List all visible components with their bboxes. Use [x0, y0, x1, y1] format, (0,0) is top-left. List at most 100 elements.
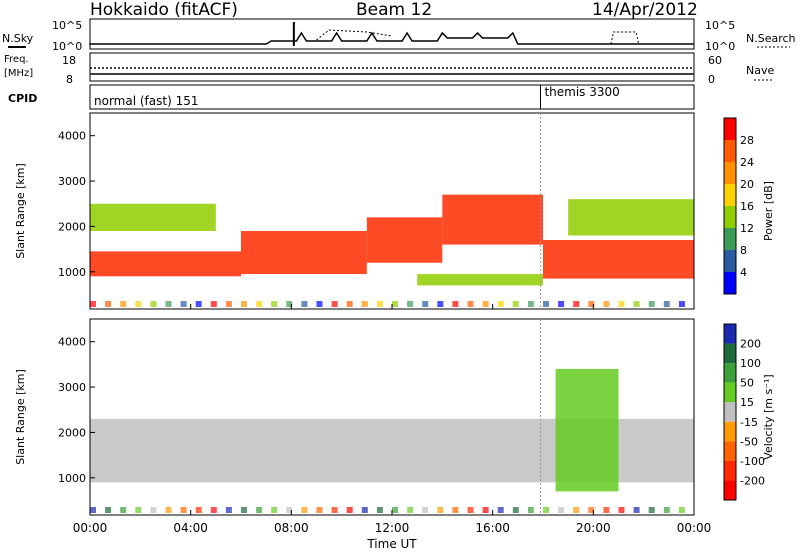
power-colorbar-swatch	[724, 184, 736, 206]
power-speckle	[407, 301, 414, 307]
velocity-speckle	[105, 507, 112, 513]
nsky-label: N.Sky	[2, 32, 34, 45]
xlabel: Time UT	[366, 537, 417, 551]
velocity-speckle	[512, 507, 519, 513]
xtick-label: 04:00	[173, 521, 208, 535]
velocity-speckle	[422, 507, 429, 513]
power-speckle	[527, 301, 534, 307]
xtick-label: 16:00	[475, 521, 510, 535]
power-speckle	[210, 301, 217, 307]
velocity-speckle	[180, 507, 187, 513]
velocity-speckle	[467, 507, 474, 513]
velocity-speckle	[407, 507, 414, 513]
velocity-colorbar-label: -100	[740, 455, 765, 468]
power-speckle	[286, 301, 293, 307]
velocity-speckle	[271, 507, 278, 513]
nsky-tick-top: 10^5	[52, 19, 82, 32]
power-colorbar-swatch	[724, 162, 736, 184]
velocity-colorbar-swatch	[724, 363, 736, 383]
power-colorbar-frame	[723, 117, 737, 295]
velocity-colorbar-swatch	[724, 421, 736, 442]
velocity-speckle	[633, 507, 640, 513]
velocity-speckle	[678, 507, 685, 513]
nsearch-trace	[316, 29, 640, 45]
velocity-colorbar-label: 15	[740, 396, 754, 409]
power-band-3	[442, 194, 543, 245]
power-band-5	[90, 203, 216, 231]
power-band-4	[543, 240, 694, 279]
power-speckle	[648, 301, 655, 307]
power-colorbar-label: 20	[740, 178, 754, 191]
power-ytick-label: 3000	[58, 175, 86, 188]
power-speckle	[482, 301, 489, 307]
velocity-speckle	[437, 507, 444, 513]
power-speckle	[618, 301, 625, 307]
power-speckle	[195, 301, 202, 307]
power-colorbar-label: 8	[740, 244, 747, 257]
power-colorbar-label: 4	[740, 266, 747, 279]
nsky-tick-bottom: 10^0	[52, 40, 82, 53]
velocity-speckle	[135, 507, 142, 513]
power-speckle	[180, 301, 187, 307]
velocity-colorbar-label: 200	[740, 338, 761, 351]
velocity-colorbar-label: -200	[740, 474, 765, 487]
power-ytick-label: 4000	[58, 130, 86, 143]
power-speckle	[633, 301, 640, 307]
power-band-1	[241, 230, 367, 275]
velocity-colorbar-label: -15	[740, 416, 758, 429]
freq-panel	[89, 52, 695, 82]
power-colorbar-swatch	[724, 140, 736, 162]
power-speckle	[452, 301, 459, 307]
velocity-colorbar-swatch	[724, 402, 736, 422]
velocity-band-1	[555, 368, 619, 492]
power-speckle	[376, 301, 383, 307]
power-speckle	[558, 301, 565, 307]
velocity-speckle	[603, 507, 610, 513]
velocity-colorbar-label: 50	[740, 377, 754, 390]
nsky-panel	[89, 18, 695, 50]
velocity-speckle	[120, 507, 127, 513]
freq-label: Freq.	[4, 54, 29, 65]
velocity-speckle	[90, 507, 96, 513]
power-colorbar-label: 28	[740, 134, 754, 147]
velocity-speckle	[241, 507, 247, 513]
velocity-speckle	[165, 507, 172, 513]
velocity-speckle	[346, 507, 353, 513]
velocity-speckle	[588, 507, 595, 513]
power-colorbar-label: 16	[740, 200, 754, 213]
velocity-speckle	[497, 507, 504, 513]
power-speckle	[256, 301, 263, 307]
velocity-speckle	[361, 507, 368, 513]
nave-tick-bottom: 0	[708, 73, 715, 86]
velocity-colorbar-frame	[723, 323, 737, 501]
power-speckle	[241, 301, 247, 307]
power-speckle	[573, 301, 580, 307]
power-speckle	[301, 301, 308, 307]
xtick-label: 12:00	[375, 521, 410, 535]
freq-tick-top: 18	[62, 54, 76, 67]
freq-unit-label: [MHz]	[4, 68, 33, 79]
velocity-speckle	[210, 507, 217, 513]
velocity-speckle	[648, 507, 655, 513]
velocity-colorbar-swatch	[724, 324, 736, 344]
xtick-label: 20:00	[576, 521, 611, 535]
power-speckle	[165, 301, 172, 307]
power-speckle	[543, 301, 549, 307]
velocity-ytick-label: 2000	[58, 426, 86, 439]
velocity-ytick-label: 3000	[58, 381, 86, 394]
power-colorbar-swatch	[724, 250, 736, 272]
power-speckle	[678, 301, 685, 307]
velocity-speckle	[558, 507, 565, 513]
velocity-speckle	[543, 507, 549, 513]
power-speckle	[422, 301, 429, 307]
velocity-ylabel: Slant Range [km]	[14, 369, 27, 465]
xtick-label: 00:00	[73, 521, 108, 535]
power-colorbar-swatch	[724, 272, 736, 294]
power-colorbar-label: 24	[740, 156, 754, 169]
velocity-ytick-label: 4000	[58, 336, 86, 349]
velocity-colorbar-title: Velocity [m s⁻¹]	[762, 374, 775, 459]
cpid-segment-2: themis 3300	[544, 85, 619, 99]
nave-tick-top: 60	[708, 54, 722, 67]
